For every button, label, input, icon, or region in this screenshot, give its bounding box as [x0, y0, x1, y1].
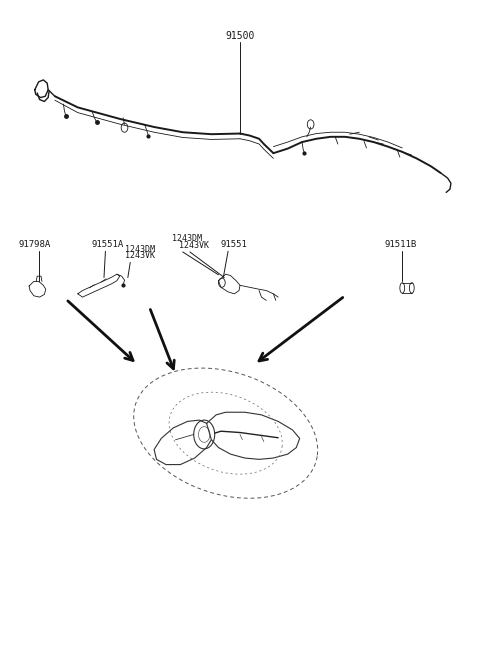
Text: 91551A: 91551A — [91, 240, 123, 249]
Ellipse shape — [400, 283, 405, 293]
Text: 91551: 91551 — [221, 240, 248, 249]
Text: 1243DM: 1243DM — [124, 245, 155, 254]
Text: 1243DM: 1243DM — [172, 235, 202, 244]
Circle shape — [194, 420, 215, 449]
Text: 1243VK: 1243VK — [124, 252, 155, 260]
Text: 91798A: 91798A — [18, 240, 50, 249]
Text: 91511B: 91511B — [384, 240, 416, 249]
Ellipse shape — [409, 283, 414, 293]
Text: 1243VK: 1243VK — [179, 241, 209, 250]
Text: 91500: 91500 — [225, 31, 255, 41]
